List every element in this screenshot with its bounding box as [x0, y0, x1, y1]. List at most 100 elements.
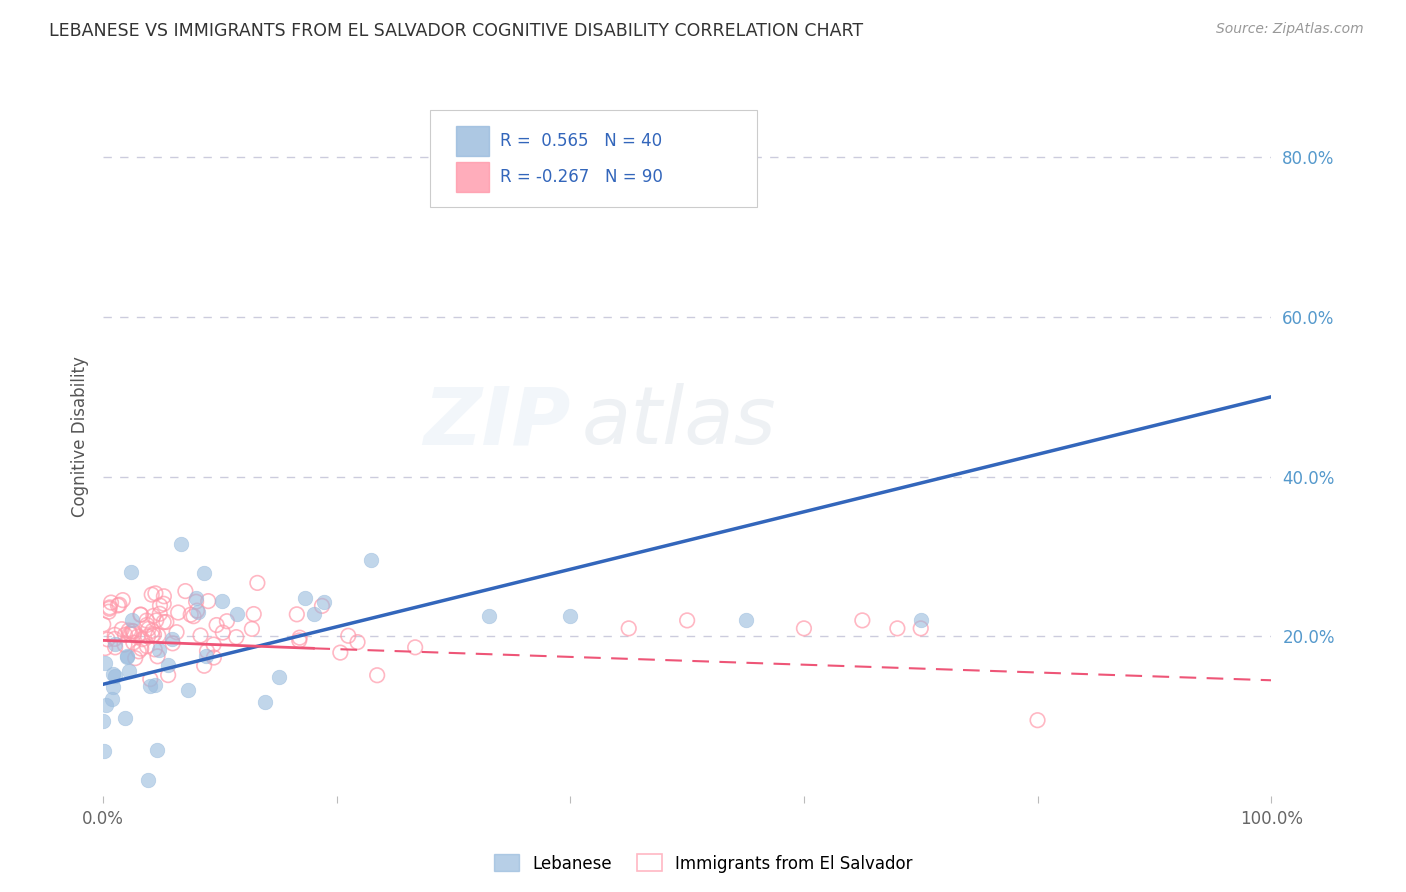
- Point: [128, 644, 150, 658]
- Point: [366, 668, 388, 682]
- Point: [114, 638, 136, 652]
- Point: [851, 614, 873, 628]
- Point: [91, 714, 114, 728]
- Point: [312, 594, 335, 608]
- Point: [104, 637, 127, 651]
- Point: [187, 605, 209, 619]
- Point: [184, 595, 207, 609]
- Text: R =  0.565   N = 40: R = 0.565 N = 40: [501, 132, 662, 150]
- Point: [166, 625, 188, 640]
- Point: [136, 629, 159, 643]
- Point: [143, 642, 166, 657]
- Point: [346, 635, 368, 649]
- Point: [193, 566, 215, 581]
- Point: [202, 650, 225, 665]
- Point: [676, 614, 699, 628]
- Point: [129, 607, 152, 622]
- Point: [155, 615, 177, 629]
- Point: [617, 621, 640, 635]
- Point: [225, 630, 247, 644]
- Point: [160, 632, 183, 647]
- Point: [162, 636, 184, 650]
- Point: [404, 640, 426, 655]
- Point: [186, 604, 208, 618]
- Point: [910, 614, 932, 628]
- Point: [329, 646, 352, 660]
- Point: [129, 607, 152, 622]
- Point: [202, 638, 225, 652]
- Legend: Lebanese, Immigrants from El Salvador: Lebanese, Immigrants from El Salvador: [486, 847, 920, 880]
- Point: [135, 614, 157, 628]
- Point: [246, 575, 269, 590]
- Point: [139, 672, 162, 686]
- Point: [194, 649, 217, 664]
- Point: [183, 609, 205, 624]
- Point: [114, 711, 136, 725]
- Point: [174, 584, 197, 599]
- Point: [104, 632, 127, 646]
- Point: [93, 744, 115, 758]
- Point: [111, 622, 134, 636]
- Point: [267, 670, 290, 684]
- Point: [91, 617, 114, 632]
- Point: [98, 601, 121, 615]
- Point: [138, 679, 160, 693]
- Point: [226, 607, 249, 621]
- Point: [145, 614, 167, 628]
- Point: [104, 628, 127, 642]
- Point: [205, 618, 228, 632]
- Y-axis label: Cognitive Disability: Cognitive Disability: [72, 356, 89, 517]
- Point: [114, 628, 136, 642]
- Point: [197, 594, 219, 608]
- Point: [734, 614, 756, 628]
- Text: LEBANESE VS IMMIGRANTS FROM EL SALVADOR COGNITIVE DISABILITY CORRELATION CHART: LEBANESE VS IMMIGRANTS FROM EL SALVADOR …: [49, 22, 863, 40]
- Point: [94, 641, 117, 656]
- Point: [152, 597, 174, 611]
- Point: [1026, 713, 1049, 727]
- FancyBboxPatch shape: [430, 110, 758, 207]
- Text: R = -0.267   N = 90: R = -0.267 N = 90: [501, 168, 664, 186]
- Point: [145, 586, 167, 600]
- Point: [153, 589, 176, 603]
- Point: [148, 643, 170, 657]
- Point: [886, 621, 908, 635]
- Point: [149, 599, 172, 613]
- Point: [141, 588, 163, 602]
- Point: [242, 607, 264, 621]
- Point: [195, 644, 218, 658]
- Point: [177, 682, 200, 697]
- Point: [170, 537, 193, 551]
- Point: [138, 622, 160, 636]
- Point: [94, 698, 117, 712]
- Point: [122, 627, 145, 641]
- Point: [127, 630, 149, 644]
- Point: [103, 681, 125, 695]
- Point: [122, 624, 145, 639]
- Point: [103, 667, 125, 681]
- Point: [115, 649, 138, 664]
- Point: [121, 614, 143, 628]
- Point: [311, 599, 333, 613]
- Point: [302, 607, 325, 622]
- Point: [146, 649, 169, 664]
- Point: [136, 773, 159, 788]
- Point: [152, 615, 174, 629]
- Point: [167, 606, 190, 620]
- Point: [360, 552, 382, 566]
- Point: [215, 614, 238, 628]
- Point: [129, 641, 152, 656]
- Point: [253, 695, 276, 709]
- Point: [122, 635, 145, 649]
- Point: [294, 591, 316, 605]
- Text: Source: ZipAtlas.com: Source: ZipAtlas.com: [1216, 22, 1364, 37]
- Point: [104, 669, 127, 683]
- Point: [93, 656, 115, 670]
- Text: ZIP: ZIP: [423, 384, 571, 461]
- Point: [288, 633, 311, 648]
- Point: [143, 678, 166, 692]
- Point: [97, 605, 120, 619]
- Point: [97, 632, 120, 647]
- Point: [190, 628, 212, 642]
- Point: [157, 668, 180, 682]
- Point: [118, 664, 141, 678]
